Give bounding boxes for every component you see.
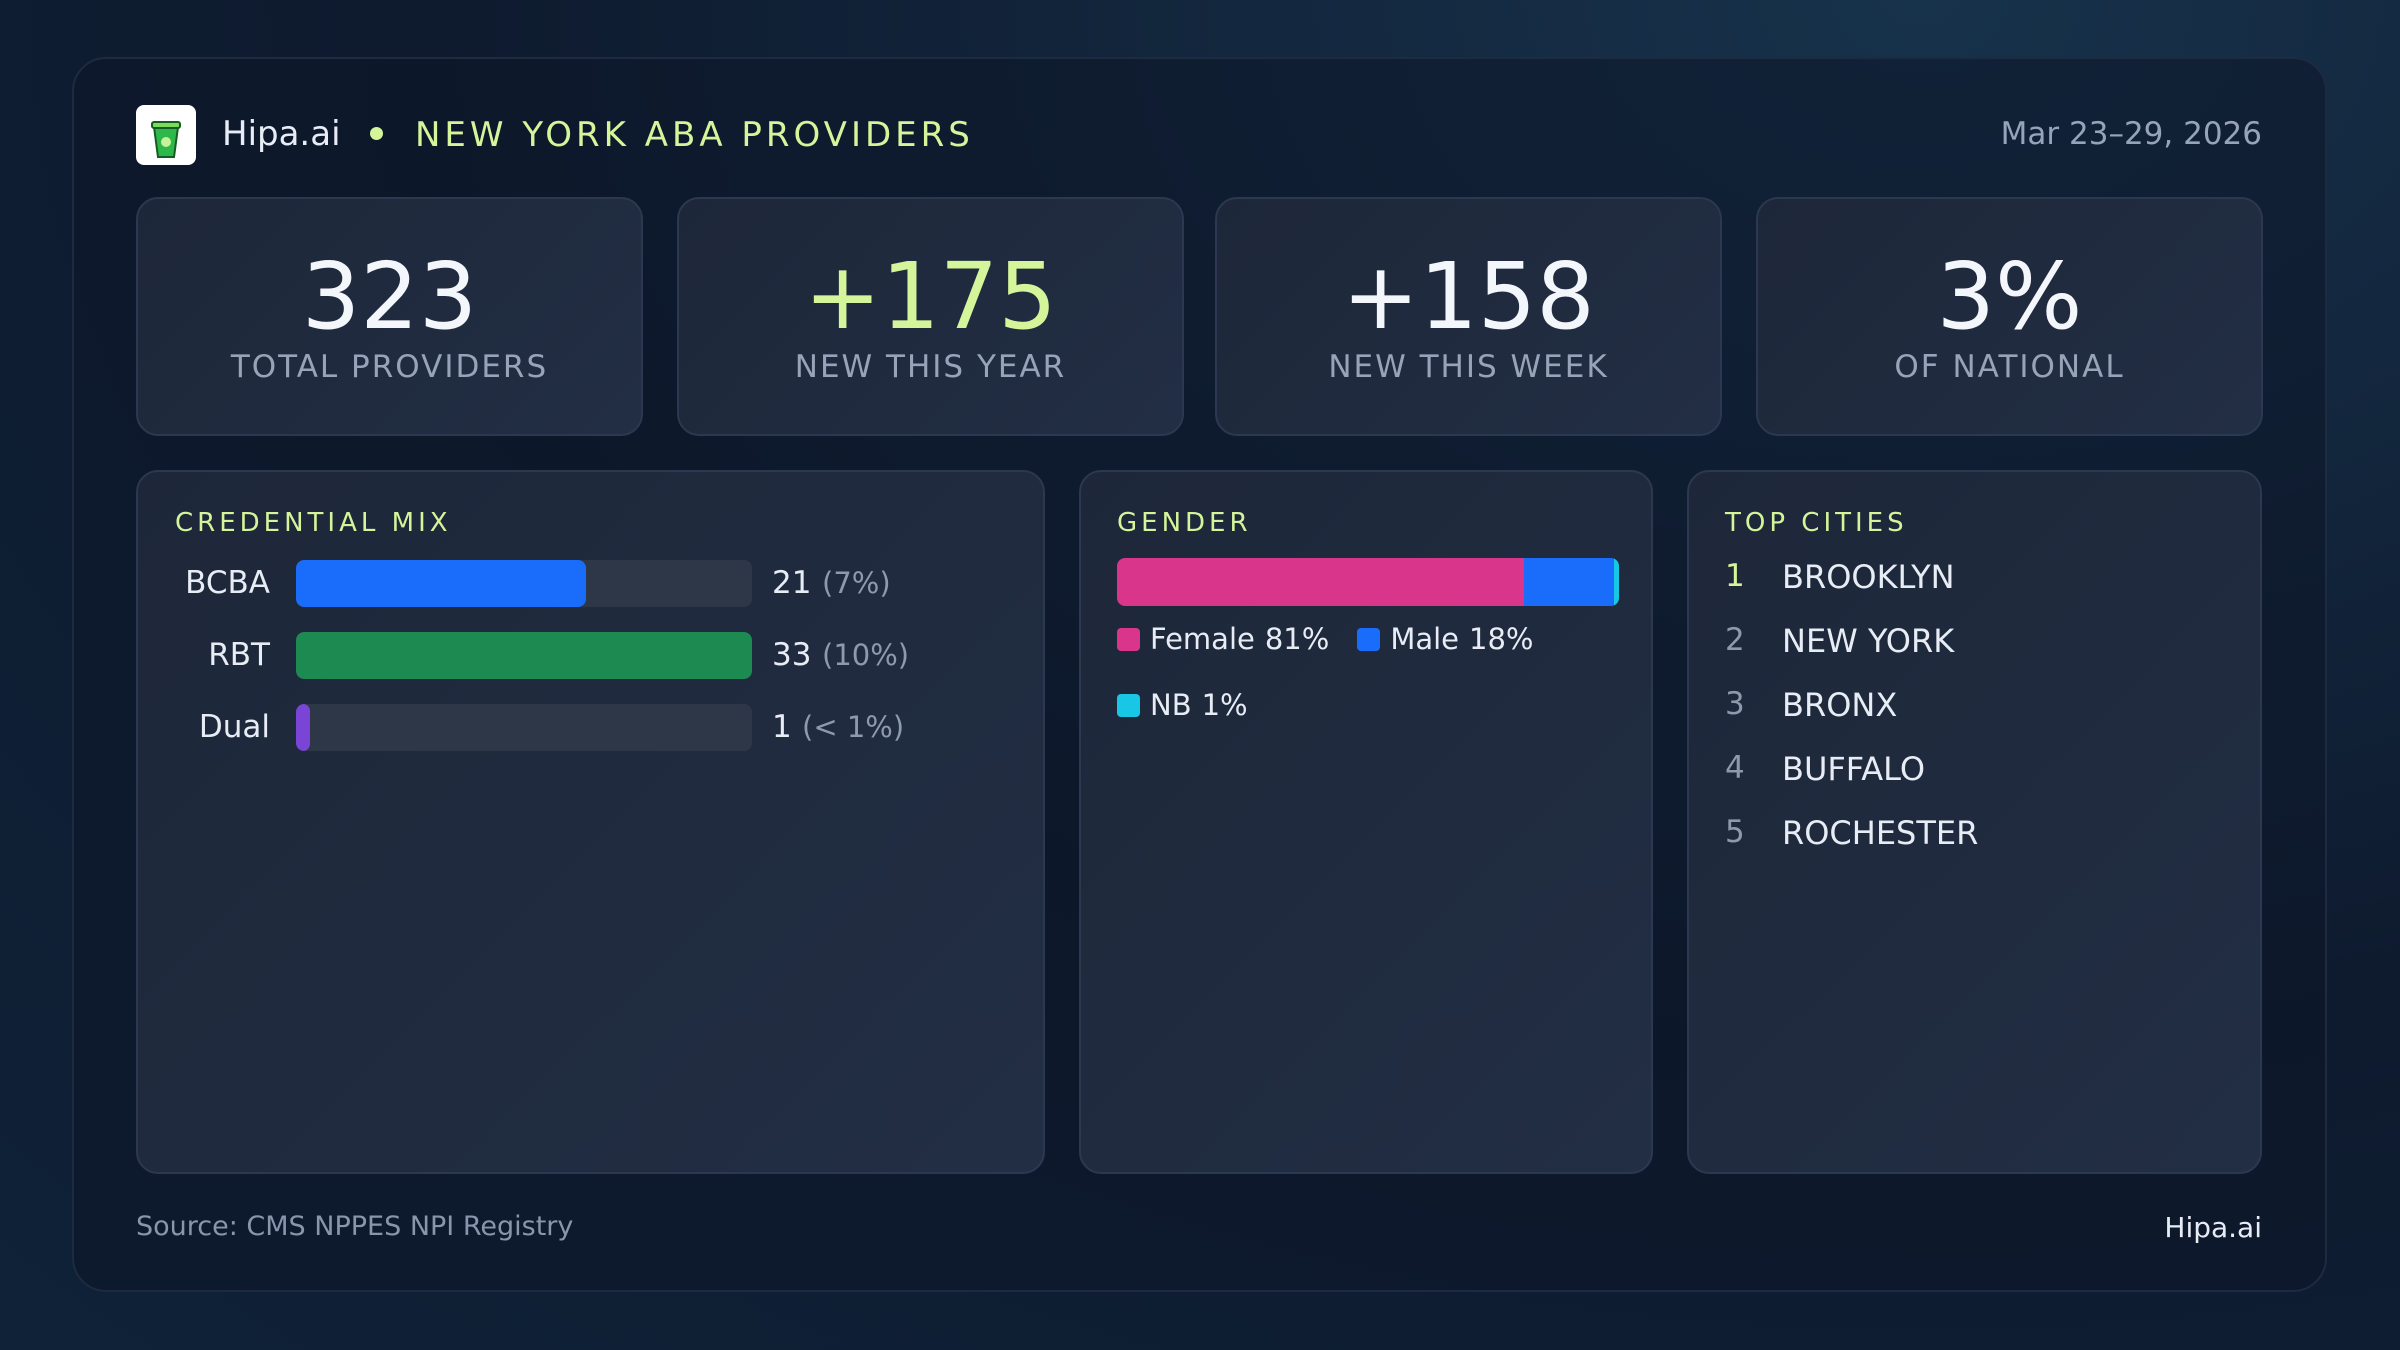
- city-name: BROOKLYN: [1782, 558, 1955, 596]
- bar-track: [296, 632, 752, 679]
- footer-brand: Hipa.ai: [2164, 1211, 2262, 1244]
- legend-value: 81%: [1264, 622, 1330, 656]
- legend-item: Female 81%: [1117, 622, 1329, 656]
- city-name: NEW YORK: [1782, 622, 1955, 660]
- legend-item: Male 18%: [1357, 622, 1534, 656]
- panel-title: TOP CITIES: [1725, 508, 1908, 538]
- bar: [296, 704, 310, 751]
- title: NEW YORK ABA PROVIDERS: [415, 115, 974, 155]
- gender-legend: Female 81% Male 18% NB 1%: [1117, 622, 1587, 722]
- legend-swatch: [1117, 693, 1140, 717]
- panel-title: CREDENTIAL MIX: [175, 508, 452, 538]
- legend-swatch: [1117, 627, 1140, 651]
- row-count: 33: [772, 637, 812, 673]
- bar: [296, 560, 587, 607]
- legend-name: Female: [1150, 622, 1255, 656]
- kpi-label: TOTAL PROVIDERS: [230, 349, 549, 385]
- gender-segment: [1613, 558, 1619, 606]
- row-label: Dual: [198, 709, 270, 745]
- kpi-card: +158 NEW THIS WEEK: [1215, 197, 1722, 436]
- city-rank: 1: [1725, 558, 1745, 594]
- city-rank: 3: [1725, 686, 1745, 722]
- gender-panel: GENDER Female 81% Male 18% NB 1%: [1079, 470, 1653, 1174]
- kpi-value: +158: [1342, 243, 1595, 350]
- row-label: RBT: [208, 637, 270, 673]
- brand: Hipa.ai: [222, 114, 341, 154]
- kpi-label: OF NATIONAL: [1894, 349, 2125, 385]
- city-rank: 5: [1725, 814, 1745, 850]
- city-rank: 2: [1725, 622, 1745, 658]
- legend-swatch: [1357, 627, 1381, 651]
- legend-value: 18%: [1469, 622, 1534, 656]
- legend-value: 1%: [1201, 688, 1248, 722]
- panel-title: GENDER: [1117, 508, 1252, 538]
- source: Source: CMS NPPES NPI Registry: [136, 1211, 574, 1242]
- kpi-label: NEW THIS YEAR: [794, 349, 1067, 385]
- row-count: 21: [772, 565, 812, 601]
- gender-bar: [1117, 558, 1619, 606]
- credential-panel: CREDENTIAL MIX BCBA 21 (7%) RBT 33 (10%) Dual 1…: [136, 470, 1045, 1174]
- legend-item: NB 1%: [1117, 688, 1248, 722]
- row-count: 1: [772, 709, 792, 745]
- city-name: BRONX: [1782, 686, 1898, 724]
- row-share: (10%): [822, 638, 910, 672]
- kpi-card: 323 TOTAL PROVIDERS: [136, 197, 643, 436]
- city-name: BUFFALO: [1782, 750, 1926, 788]
- city-rank: 4: [1725, 750, 1745, 786]
- cities-panel: TOP CITIES 1 BROOKLYN 2 NEW YORK 3 BRONX 4 BUFF…: [1687, 470, 2262, 1174]
- legend-name: NB: [1150, 688, 1192, 722]
- kpi-card: +175 NEW THIS YEAR: [677, 197, 1184, 436]
- kpi-card: 3% OF NATIONAL: [1756, 197, 2263, 436]
- date: Mar 23–29, 2026: [2000, 116, 2262, 152]
- bar: [296, 632, 752, 679]
- row-label: BCBA: [185, 565, 270, 601]
- kpi-label: NEW THIS WEEK: [1328, 349, 1609, 385]
- kpi-value: 323: [301, 243, 478, 350]
- city-name: ROCHESTER: [1782, 814, 1979, 852]
- bullet: [370, 127, 383, 140]
- bar-track: [296, 560, 752, 607]
- gender-segment: [1523, 558, 1614, 606]
- legend-name: Male: [1390, 622, 1460, 656]
- kpi-value: 3%: [1936, 243, 2083, 350]
- row-share: (< 1%): [802, 710, 905, 744]
- kpi-value: +175: [804, 243, 1057, 350]
- gender-segment: [1117, 558, 1524, 606]
- bar-track: [296, 704, 752, 751]
- logo: [136, 105, 196, 165]
- row-share: (7%): [822, 566, 891, 600]
